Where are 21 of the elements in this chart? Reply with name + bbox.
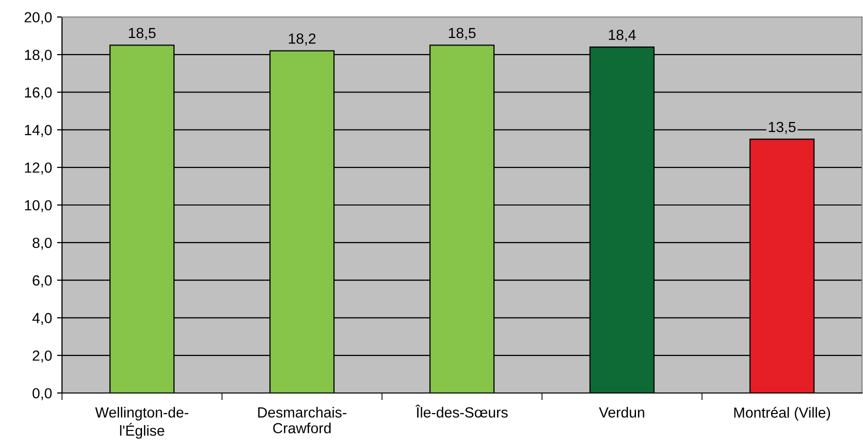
y-tick-label: 4,0 — [32, 312, 52, 325]
x-tick-label: Wellington-de- l'Église — [95, 406, 188, 439]
y-tick-label: 16,0 — [25, 87, 52, 100]
x-tick-label: Verdun — [598, 406, 644, 418]
x-tick-label: Desmarchais- Crawford — [258, 406, 346, 434]
y-tick-label: 18,0 — [25, 50, 52, 62]
y-tick-label: 8,0 — [32, 238, 52, 250]
y-tick-label: 20,0 — [24, 12, 52, 24]
y-tick-label: 0,0 — [32, 388, 52, 400]
x-tick-label: Montréal (Ville) — [734, 406, 830, 421]
data-label: 18,2 — [288, 33, 316, 46]
y-tick-label: 6,0 — [32, 275, 52, 288]
x-tick-label: Île-des-Sœurs — [415, 404, 508, 418]
y-tick-label: 2,0 — [32, 350, 52, 363]
y-tick-label: 12,0 — [25, 162, 52, 175]
data-label: 13,5 — [768, 122, 796, 134]
data-label: 18,5 — [448, 28, 476, 40]
y-tick-label: 10,0 — [25, 200, 52, 212]
data-label: 18,5 — [128, 28, 156, 40]
data-label: 18,4 — [608, 30, 636, 42]
y-tick-label: 14,0 — [25, 124, 52, 137]
